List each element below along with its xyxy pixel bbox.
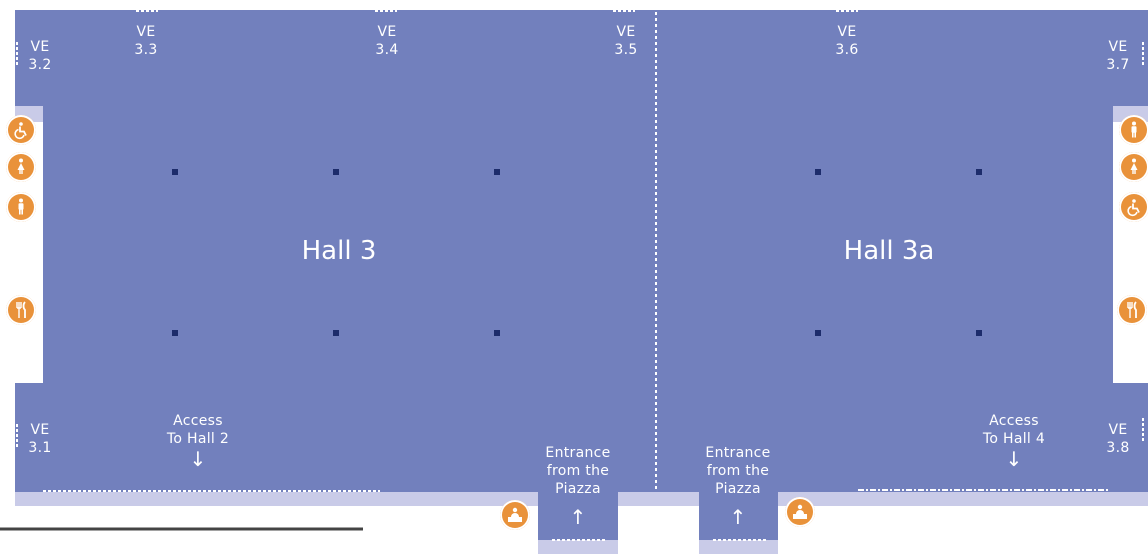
arrow-down-icon: ↓ [1005, 447, 1023, 471]
entrance-ve-3-3: VE 3.3 [134, 24, 158, 58]
info-desk-icon [785, 497, 815, 527]
wheelchair-icon [6, 115, 36, 145]
info-desk-icon [500, 500, 530, 530]
hall-3a-floor [656, 10, 1148, 540]
entrance-ve-3-7: VE 3.7 [1106, 39, 1130, 73]
female-toilet-icon [1119, 152, 1148, 182]
arrow-down-icon: ↓ [189, 447, 207, 471]
male-toilet-icon [1119, 115, 1148, 145]
male-toilet-icon [6, 192, 36, 222]
entrance-from-piazza-right: Entrance from the Piazza ↑ [705, 445, 771, 529]
entrance-ve-3-4: VE 3.4 [375, 24, 399, 58]
hall-3-floor [15, 10, 656, 540]
entrance-ve-3-6: VE 3.6 [835, 24, 859, 58]
access-to-hall-2: Access To Hall 2 ↓ [166, 413, 230, 471]
hall-3a-label: Hall 3a [843, 236, 935, 266]
hall-3-label: Hall 3 [301, 236, 377, 266]
access-to-hall-4: Access To Hall 4 ↓ [982, 413, 1046, 471]
female-toilet-icon [6, 152, 36, 182]
entrance-ve-3-8: VE 3.8 [1106, 422, 1130, 456]
entrance-ve-3-1: VE 3.1 [28, 422, 52, 456]
arrow-up-icon: ↑ [729, 505, 747, 529]
entrance-ve-3-5: VE 3.5 [614, 24, 638, 58]
pillars [172, 169, 982, 336]
door-markers [16, 10, 1144, 541]
wheelchair-icon [1119, 192, 1148, 222]
entrance-from-piazza-left: Entrance from the Piazza ↑ [545, 445, 611, 529]
restaurant-icon [1117, 295, 1147, 325]
arrow-up-icon: ↑ [569, 505, 587, 529]
restaurant-icon [6, 295, 36, 325]
entrance-ve-3-2: VE 3.2 [28, 39, 52, 73]
